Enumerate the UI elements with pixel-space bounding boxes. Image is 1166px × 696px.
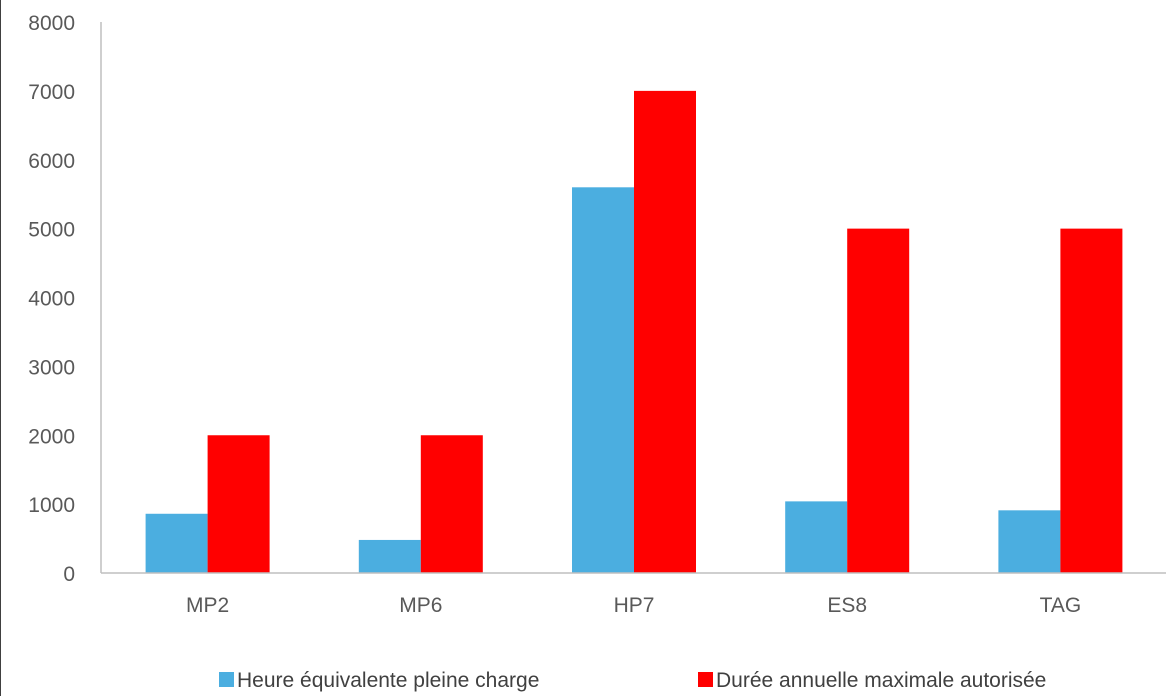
y-tick-label: 6000 — [28, 150, 75, 173]
legend-label: Heure équivalente pleine charge — [237, 669, 539, 692]
bar-mp6-series-2 — [420, 435, 483, 573]
legend-swatch — [219, 672, 234, 687]
x-tick-label: ES8 — [827, 594, 867, 617]
y-tick-label: 0 — [63, 563, 75, 586]
y-tick-label: 7000 — [28, 81, 75, 104]
bar-es8-series-2 — [847, 228, 910, 573]
bar-tag-series-1 — [998, 510, 1061, 573]
x-tick-label: TAG — [1040, 594, 1082, 617]
y-axis: 0 1000 2000 3000 4000 5000 6000 7000 8000 — [28, 12, 102, 586]
y-tick-label: 8000 — [28, 12, 75, 35]
x-axis: MP2 MP6 HP7 ES8 TAG — [101, 572, 1166, 617]
bar-tag-series-2 — [1060, 228, 1123, 573]
bar-hp7-series-2 — [634, 90, 696, 573]
y-tick-label: 1000 — [28, 494, 75, 517]
legend: Heure équivalente pleine charge Durée ann… — [219, 669, 1046, 692]
bar-es8-series-1 — [785, 501, 848, 573]
y-tick-label: 3000 — [28, 356, 75, 379]
y-tick-label: 2000 — [28, 425, 75, 448]
bar-mp6-series-1 — [358, 539, 421, 573]
legend-swatch — [698, 672, 713, 687]
x-tick-label: MP2 — [186, 594, 229, 617]
x-tick-label: HP7 — [614, 594, 655, 617]
bar-mp2-series-1 — [145, 513, 208, 573]
bars — [145, 90, 1123, 574]
x-tick-label: MP6 — [399, 594, 442, 617]
bar-mp2-series-2 — [207, 435, 270, 573]
y-tick-label: 4000 — [28, 288, 75, 311]
bar-hp7-series-1 — [572, 187, 634, 574]
legend-label: Durée annuelle maximale autorisée — [716, 669, 1046, 692]
y-tick-label: 5000 — [28, 219, 75, 242]
